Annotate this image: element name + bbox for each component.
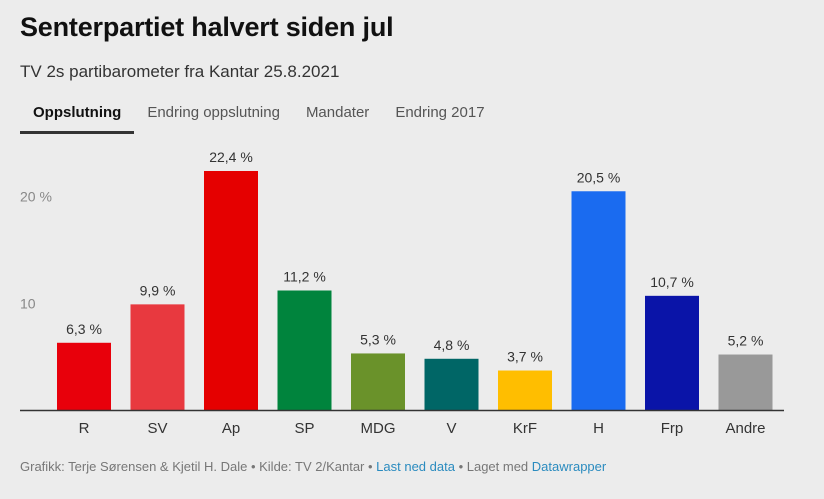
bar-chart: 10 20 % 6,3 % R 9,9 % SV 22,4 % Ap 11,2 % SP 5,3 %…: [20, 149, 784, 437]
x-tick-label: H: [593, 420, 604, 437]
x-tick-label: Andre: [725, 420, 765, 437]
data-label: 22,4 %: [209, 149, 253, 165]
data-label: 5,3 %: [360, 331, 396, 347]
x-tick-label: KrF: [513, 420, 537, 437]
data-label: 3,7 %: [507, 349, 543, 365]
bar: [424, 358, 479, 410]
data-label: 9,9 %: [140, 282, 176, 298]
x-tick-label: R: [79, 420, 90, 437]
x-tick-label: V: [446, 420, 456, 437]
tab-bar: Oppslutning Endring oppslutning Mandater…: [20, 104, 498, 134]
datawrapper-link[interactable]: Datawrapper: [531, 459, 607, 474]
data-label: 4,8 %: [434, 337, 470, 353]
tab-oppslutning[interactable]: Oppslutning: [20, 104, 135, 134]
y-tick-label: 20 %: [20, 189, 52, 205]
bar: [277, 290, 332, 410]
chart-title: Senterpartiet halvert siden jul: [20, 12, 394, 42]
bar: [498, 370, 552, 410]
tab-endring-2017[interactable]: Endring 2017: [395, 104, 485, 121]
bar: [130, 304, 185, 410]
bar: [571, 191, 626, 410]
x-tick-label: Frp: [661, 420, 684, 437]
bar: [718, 354, 773, 410]
footer: Grafikk: Terje Sørensen & Kjetil H. Dale…: [20, 459, 606, 474]
y-tick-label: 10: [20, 295, 36, 311]
bar: [351, 353, 405, 410]
bar: [645, 295, 699, 410]
x-tick-label: MDG: [361, 420, 396, 437]
x-tick-label: SP: [294, 420, 314, 437]
download-data-link[interactable]: Last ned data: [376, 459, 455, 474]
data-label: 6,3 %: [66, 321, 102, 337]
chart-subtitle: TV 2s partibarometer fra Kantar 25.8.202…: [20, 62, 340, 81]
bar: [204, 170, 258, 410]
data-label: 10,7 %: [650, 274, 694, 290]
data-label: 5,2 %: [728, 333, 764, 349]
x-tick-label: SV: [147, 420, 167, 437]
data-label: 20,5 %: [577, 169, 621, 185]
data-label: 11,2 %: [283, 268, 326, 284]
footer-credit: Grafikk: Terje Sørensen & Kjetil H. Dale…: [20, 459, 377, 474]
tab-endring-oppslutning[interactable]: Endring oppslutning: [147, 104, 280, 121]
tab-mandater[interactable]: Mandater: [305, 104, 370, 121]
x-tick-label: Ap: [222, 420, 240, 437]
footer-made-with: • Laget med: [454, 459, 532, 474]
bar: [57, 342, 111, 410]
